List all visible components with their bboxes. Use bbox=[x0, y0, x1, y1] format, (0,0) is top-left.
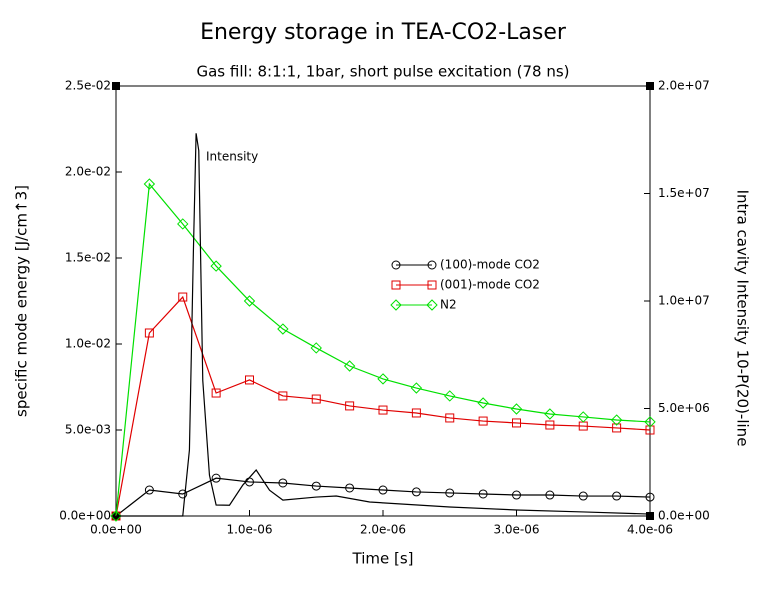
x-tick-label: 4.0e-06 bbox=[627, 523, 673, 537]
marker bbox=[144, 328, 154, 338]
marker bbox=[578, 491, 588, 501]
marker bbox=[427, 260, 437, 270]
marker bbox=[545, 420, 555, 430]
marker bbox=[512, 418, 521, 428]
marker bbox=[178, 489, 188, 499]
marker bbox=[343, 360, 356, 372]
marker bbox=[377, 373, 389, 385]
marker bbox=[510, 403, 523, 415]
x-axis-label: Time [s] bbox=[352, 550, 414, 568]
marker bbox=[391, 280, 401, 290]
y-tick-label: 1.5e-02 bbox=[65, 251, 111, 265]
series-line bbox=[115, 295, 651, 517]
marker bbox=[544, 408, 556, 420]
x-tick-label: 0.0e+00 bbox=[90, 523, 142, 537]
marker bbox=[210, 260, 222, 272]
y-axis-label: specific mode energy [J/cm↑3] bbox=[13, 185, 31, 417]
legend-label: N2 bbox=[440, 298, 457, 312]
marker bbox=[178, 292, 188, 302]
marker bbox=[243, 295, 256, 307]
marker bbox=[211, 388, 221, 398]
marker bbox=[144, 485, 154, 495]
y2-tick-label: 1.5e+07 bbox=[658, 186, 710, 200]
y2-tick-label: 0.0e+00 bbox=[658, 509, 710, 523]
marker bbox=[645, 425, 655, 435]
marker bbox=[427, 280, 437, 290]
marker bbox=[478, 416, 488, 426]
series-line bbox=[116, 133, 651, 517]
annotation: Intensity bbox=[206, 150, 258, 164]
marker bbox=[278, 478, 288, 488]
marker bbox=[612, 491, 622, 501]
marker bbox=[311, 394, 321, 404]
marker bbox=[445, 488, 455, 498]
y-tick-label: 5.0e-03 bbox=[65, 423, 111, 437]
marker bbox=[478, 489, 488, 499]
series-line bbox=[115, 477, 651, 517]
legend-label: (001)-mode CO2 bbox=[440, 278, 540, 292]
marker bbox=[391, 260, 401, 270]
marker bbox=[645, 492, 655, 502]
marker bbox=[143, 178, 156, 190]
marker bbox=[378, 485, 388, 495]
marker bbox=[390, 299, 402, 311]
y2-tick-label: 5.0e+06 bbox=[658, 401, 710, 415]
marker bbox=[426, 299, 438, 311]
x-tick-label: 2.0e-06 bbox=[360, 523, 406, 537]
marker bbox=[410, 382, 423, 394]
marker bbox=[577, 411, 589, 423]
marker bbox=[345, 483, 355, 493]
marker bbox=[612, 423, 622, 433]
y2-axis-label: Intra cavity Intensity 10-P(20)-line bbox=[734, 190, 752, 447]
marker bbox=[411, 487, 421, 497]
y-tick-label: 0.0e+00 bbox=[59, 509, 111, 523]
chart-subtitle: Gas fill: 8:1:1, 1bar, short pulse excit… bbox=[196, 63, 569, 81]
marker bbox=[610, 414, 623, 426]
marker bbox=[245, 375, 254, 385]
chart-title: Energy storage in TEA-CO2-Laser bbox=[200, 20, 567, 45]
marker bbox=[444, 390, 456, 402]
x-tick-label: 1.0e-06 bbox=[226, 523, 272, 537]
x-tick-label: 3.0e-06 bbox=[493, 523, 539, 537]
marker bbox=[311, 481, 321, 491]
series-line bbox=[115, 182, 651, 517]
marker bbox=[445, 413, 455, 423]
y-tick-label: 2.5e-02 bbox=[65, 79, 111, 93]
marker bbox=[211, 473, 221, 483]
marker bbox=[644, 416, 656, 428]
marker bbox=[378, 405, 388, 415]
marker bbox=[345, 401, 355, 411]
marker bbox=[545, 490, 555, 500]
y-tick-label: 1.0e-02 bbox=[65, 337, 111, 351]
marker bbox=[477, 397, 489, 409]
marker bbox=[411, 408, 421, 418]
y2-tick-label: 2.0e+07 bbox=[658, 79, 710, 93]
marker bbox=[278, 391, 288, 401]
legend-label: (100)-mode CO2 bbox=[440, 258, 540, 272]
y-tick-label: 2.0e-02 bbox=[65, 165, 111, 179]
marker bbox=[512, 490, 521, 500]
marker bbox=[310, 342, 322, 354]
marker bbox=[177, 218, 189, 230]
marker bbox=[110, 510, 122, 522]
marker bbox=[277, 323, 289, 335]
y2-tick-label: 1.0e+07 bbox=[658, 294, 710, 308]
